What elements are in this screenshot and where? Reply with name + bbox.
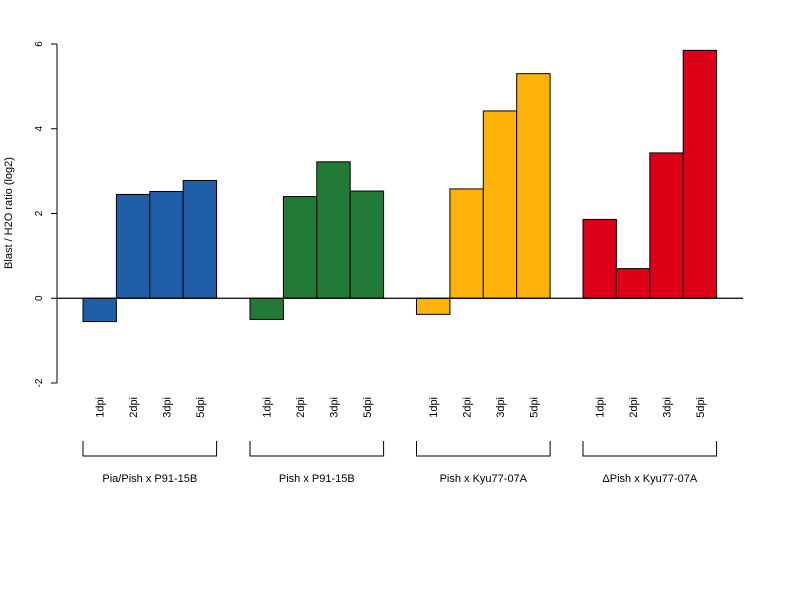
bar [449, 188, 484, 299]
category-label: 3dpi [662, 397, 674, 418]
group-bracket [82, 441, 218, 457]
bar [516, 73, 551, 299]
category-label: 2dpi [295, 397, 307, 418]
bar [482, 110, 518, 299]
bar [82, 297, 117, 323]
category-label: 1dpi [262, 397, 274, 418]
category-label: 1dpi [428, 397, 440, 418]
category-label: 3dpi [495, 397, 507, 418]
bar [249, 297, 284, 320]
y-tick-label: -2 [34, 378, 45, 387]
category-label: 2dpi [462, 397, 474, 418]
bar [682, 49, 718, 299]
category-label: 3dpi [329, 397, 341, 418]
category-label: 5dpi [195, 397, 207, 418]
y-tick-label: 0 [34, 295, 45, 301]
group-bracket [582, 441, 718, 457]
bar [349, 190, 385, 299]
group-label: Pish x P91-15B [279, 473, 355, 485]
y-axis-label: Blast / H2O ratio (log2) [3, 157, 15, 269]
bar [615, 268, 651, 299]
category-label: 2dpi [128, 397, 140, 418]
group-brackets: Pia/Pish x P91-15B Pish x P91-15B Pish x K… [82, 441, 718, 485]
bars [82, 49, 718, 323]
category-label: 1dpi [95, 397, 107, 418]
category-label: 3dpi [162, 397, 174, 418]
category-label: 5dpi [695, 397, 707, 418]
group-bracket [416, 441, 551, 457]
y-tick-label: 2 [34, 210, 45, 216]
category-labels: 1dpi 2dpi 3dpi 5dpi 1dpi 2dpi 3dpi 5dpi 1dpi 2dpi… [95, 397, 707, 418]
category-label: 5dpi [362, 397, 374, 418]
category-label: 1dpi [595, 397, 607, 418]
bar [316, 161, 351, 299]
bar [416, 297, 451, 315]
category-label: 5dpi [528, 397, 540, 418]
group-label: ΔPish x Kyu77-07A [602, 473, 697, 485]
bar [149, 190, 184, 299]
y-tick-label: 4 [34, 126, 45, 132]
bar [182, 179, 218, 299]
bar [582, 218, 617, 299]
category-label: 2dpi [628, 397, 640, 418]
bar [649, 152, 684, 299]
bar [115, 193, 151, 299]
group-bracket [249, 441, 385, 457]
group-label: Pia/Pish x P91-15B [102, 473, 197, 485]
y-tick-label: 6 [34, 41, 45, 47]
y-axis: -2 0 2 4 6 [34, 41, 58, 387]
group-label: Pish x Kyu77-07A [440, 473, 528, 485]
bar [282, 196, 318, 299]
